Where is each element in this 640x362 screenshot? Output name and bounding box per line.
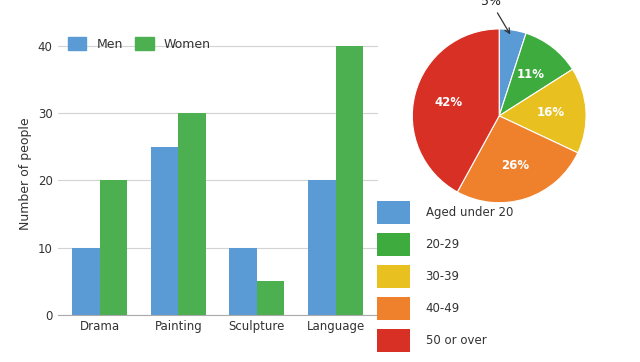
Bar (377, 329, 410, 353)
Legend: Men, Women: Men, Women (64, 33, 215, 54)
Bar (308, 181, 335, 315)
Bar (377, 265, 410, 288)
Text: 50 or over: 50 or over (426, 334, 486, 348)
Bar (151, 147, 179, 315)
Text: 30-39: 30-39 (426, 270, 460, 283)
Text: 5%: 5% (481, 0, 509, 33)
Bar (72, 248, 100, 315)
Wedge shape (412, 29, 499, 192)
Text: 40-49: 40-49 (426, 302, 460, 315)
Bar (377, 297, 410, 320)
Text: 20-29: 20-29 (426, 238, 460, 251)
Text: 16%: 16% (537, 106, 565, 119)
Text: 26%: 26% (501, 159, 529, 172)
Text: 42%: 42% (435, 96, 463, 109)
Wedge shape (499, 69, 586, 153)
Bar (335, 46, 363, 315)
Y-axis label: Number of people: Number of people (19, 117, 32, 230)
Bar (377, 201, 410, 224)
Bar (377, 233, 410, 256)
Bar (229, 248, 257, 315)
Text: 11%: 11% (517, 68, 545, 81)
Wedge shape (458, 116, 578, 203)
Bar (100, 181, 127, 315)
Bar (179, 113, 206, 315)
Wedge shape (499, 33, 573, 116)
Wedge shape (499, 29, 526, 116)
Text: Aged under 20: Aged under 20 (426, 206, 513, 219)
Bar (257, 281, 284, 315)
